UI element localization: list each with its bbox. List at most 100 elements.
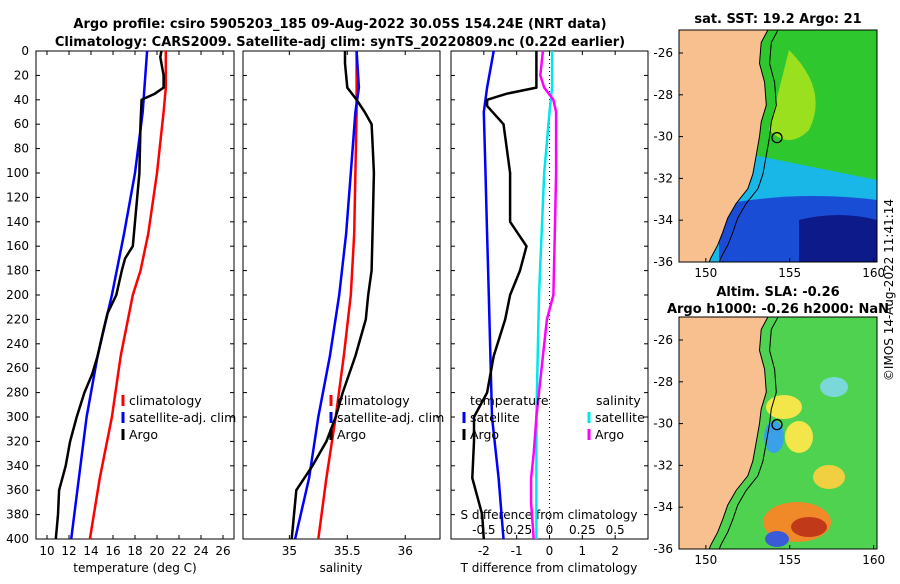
y-tick-label: 380 xyxy=(6,508,29,522)
x2-tick-label: 0.5 xyxy=(606,523,625,537)
map-y-tick-label: -26 xyxy=(653,46,673,60)
map-y-tick-label: -34 xyxy=(653,500,673,514)
x-tick-label: 14 xyxy=(83,544,98,558)
y-tick-label: 300 xyxy=(6,410,29,424)
y-tick-label: 400 xyxy=(6,532,29,546)
x2-tick-label: 0.25 xyxy=(569,523,596,537)
map-x-tick-label: 160 xyxy=(862,266,885,280)
map-x-tick-label: 150 xyxy=(694,553,717,567)
x-tick-label: 22 xyxy=(171,544,186,558)
legend-label: climatology xyxy=(337,393,410,408)
y-tick-label: 260 xyxy=(6,361,29,375)
imos-timestamp: ©IMOS 14-Aug-2022 11:41:14 xyxy=(882,199,896,381)
map-y-tick-label: -28 xyxy=(653,88,673,102)
map-y-tick-label: -32 xyxy=(653,458,673,472)
series-t-argo xyxy=(471,51,538,540)
y-tick-label: 60 xyxy=(14,117,29,131)
y-tick-label: 40 xyxy=(14,93,29,107)
y-tick-label: 180 xyxy=(6,264,29,278)
y-tick-label: 100 xyxy=(6,166,29,180)
map-frame xyxy=(678,29,878,263)
legend-label: Argo xyxy=(595,427,624,442)
y-tick-label: 140 xyxy=(6,215,29,229)
series-climatology xyxy=(88,51,168,540)
legend-label: satellite xyxy=(470,410,520,425)
series-s-satellite xyxy=(535,51,554,539)
x-tick-label: 36 xyxy=(398,544,413,558)
sla-map-title: Altim. SLA: -0.26 xyxy=(716,285,839,300)
map-y-tick-label: -36 xyxy=(653,255,673,269)
salinity-axes-box xyxy=(242,50,441,540)
x-tick-label: 35.5 xyxy=(334,544,361,558)
ocean-warm-patch xyxy=(769,50,816,140)
map-content xyxy=(679,30,877,262)
header-title-line2: Climatology: CARS2009. Satellite-adj cli… xyxy=(55,35,625,50)
map-y-tick-label: -36 xyxy=(653,542,673,556)
y-tick-label: 280 xyxy=(6,386,29,400)
y-tick-label: 120 xyxy=(6,190,29,204)
series-argo xyxy=(290,51,376,540)
sla-high-core xyxy=(791,517,827,537)
legend-label: satellite-adj. clim xyxy=(337,410,444,425)
x-tick-label: 18 xyxy=(127,544,142,558)
map-y-tick-label: -34 xyxy=(653,213,673,227)
legend-label: Argo xyxy=(470,427,499,442)
x2-tick-label: -0.25 xyxy=(501,523,532,537)
land-australia xyxy=(679,30,769,262)
legend-label: satellite xyxy=(595,410,645,425)
x-tick-label: -2 xyxy=(478,544,490,558)
y-tick-label: 160 xyxy=(6,239,29,253)
series-s-argo xyxy=(529,50,558,540)
difference-panel: T difference from climatology S differen… xyxy=(450,50,649,575)
series-argo xyxy=(54,50,165,540)
y-tick-label: 320 xyxy=(6,434,29,448)
sst-map-title: sat. SST: 19.2 Argo: 21 xyxy=(694,12,861,27)
legend-title-salinity: salinity xyxy=(596,393,641,408)
map-x-tick-label: 155 xyxy=(778,266,801,280)
sla-map: Altim. SLA: -0.26 Argo h1000: -0.26 h200… xyxy=(653,285,889,567)
map-y-tick-label: -30 xyxy=(653,130,673,144)
y-tick-label: 80 xyxy=(14,142,29,156)
sla-map-subtitle: Argo h1000: -0.26 h2000: NaN xyxy=(667,302,889,317)
x-tick-label: -1 xyxy=(511,544,523,558)
legend-label: Argo xyxy=(337,427,366,442)
ocean-coldest-band xyxy=(799,215,877,262)
series-climatology xyxy=(317,51,358,540)
x-tick-label: 16 xyxy=(105,544,120,558)
sla-high-3 xyxy=(813,465,845,489)
sla-low-3 xyxy=(765,531,789,547)
x-tick-label: 10 xyxy=(39,544,54,558)
legend-title-temperature: temperature xyxy=(470,393,549,408)
map-x-tick-label: 155 xyxy=(778,553,801,567)
map-content xyxy=(679,317,877,549)
y-tick-label: 360 xyxy=(6,483,29,497)
shelf-contour xyxy=(718,30,779,262)
sla-low-2 xyxy=(820,377,848,397)
x-tick-label: 24 xyxy=(193,544,208,558)
x-tick-label: 12 xyxy=(61,544,76,558)
temperature-xlabel: temperature (deg C) xyxy=(73,561,196,575)
map-x-tick-label: 160 xyxy=(862,553,885,567)
shelf-contour xyxy=(718,317,779,549)
series-t-satellite xyxy=(482,50,505,540)
legend-label: climatology xyxy=(129,393,202,408)
sst-map: sat. SST: 19.2 Argo: 21 150 155 160 -26 -28 -… xyxy=(653,12,885,280)
y-tick-label: 0 xyxy=(21,44,29,58)
map-y-tick-label: -30 xyxy=(653,417,673,431)
argo-position-marker xyxy=(771,131,783,144)
sla-high-1 xyxy=(766,395,802,419)
map-y-tick-label: -32 xyxy=(653,171,673,185)
header-title-line1: Argo profile: csiro 5905203_185 09-Aug-2… xyxy=(73,17,606,32)
x-tick-label: 0 xyxy=(546,544,554,558)
map-y-tick-label: -28 xyxy=(653,375,673,389)
y-tick-label: 220 xyxy=(6,312,29,326)
argo-position-marker xyxy=(771,418,783,431)
x-tick-label: 26 xyxy=(215,544,230,558)
legend-label: Argo xyxy=(129,427,158,442)
x-tick-label: 2 xyxy=(611,544,619,558)
map-frame xyxy=(678,316,878,550)
land-australia xyxy=(679,317,769,549)
x-tick-label: 1 xyxy=(579,544,587,558)
y-tick-label: 340 xyxy=(6,459,29,473)
